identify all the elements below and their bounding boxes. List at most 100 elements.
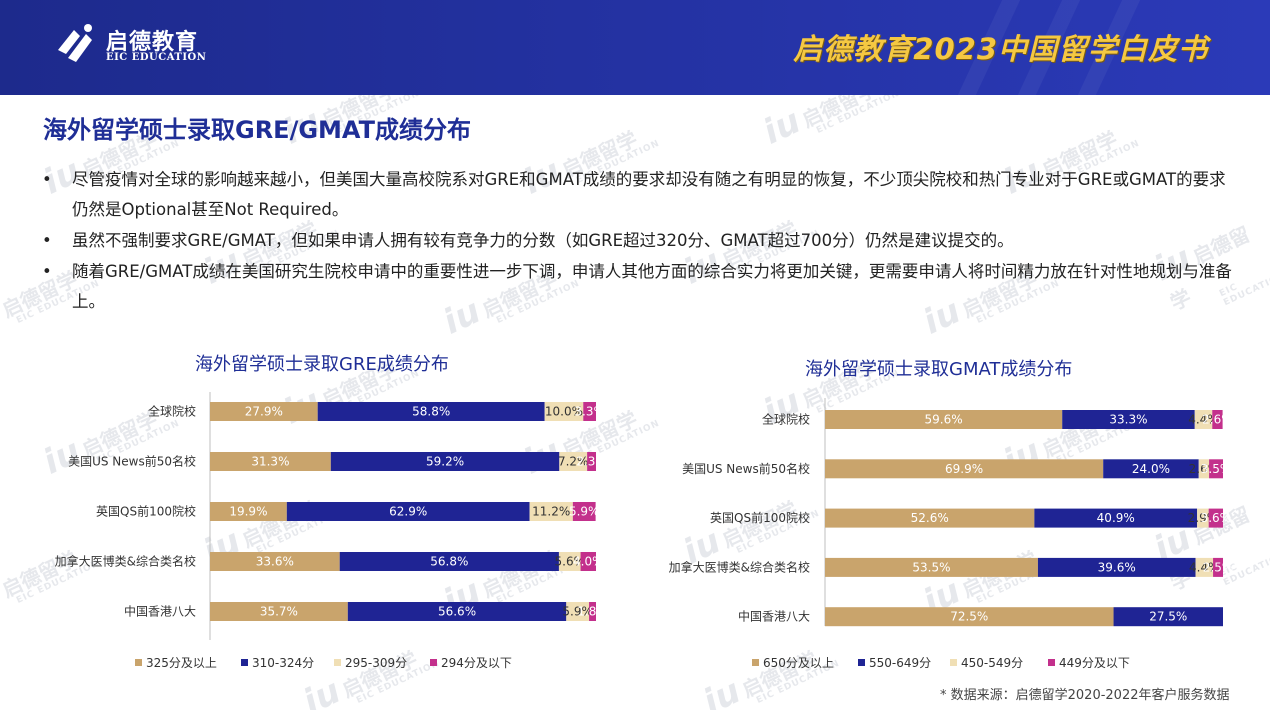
data-label: 2.3%	[576, 455, 607, 469]
bar-segment	[566, 602, 590, 621]
logo-text-cn: 启德教育	[106, 30, 199, 55]
data-label: 3.5%	[1201, 462, 1232, 476]
gre-chart-title: 海外留学硕士录取GRE成绩分布	[195, 354, 449, 375]
data-label: 27.9%	[245, 405, 283, 419]
legend-swatch	[950, 659, 957, 666]
bar-segment	[1195, 557, 1214, 577]
data-label: 5.9%	[569, 505, 600, 519]
data-label: 10.0%	[545, 405, 583, 419]
gmat-chart-title: 海外留学硕士录取GMAT成绩分布	[805, 359, 1073, 380]
bar-segment	[286, 502, 530, 521]
legend-swatch	[752, 659, 759, 666]
bar-segment	[572, 502, 596, 521]
legend-label: 294分及以下	[441, 656, 512, 670]
bar-segment	[347, 602, 567, 621]
bar-segment	[210, 402, 318, 421]
data-label: 7.2%	[558, 455, 589, 469]
bar-segment	[558, 552, 581, 571]
legend-swatch	[430, 659, 437, 666]
bar-segment	[825, 508, 1035, 528]
data-label: 3.3%	[574, 405, 605, 419]
bar-segment	[210, 502, 287, 521]
bar-segment	[1212, 410, 1223, 429]
bullet-item: • 虽然不强制要求GRE/GMAT，但如果申请人拥有较有竞争力的分数（如GRE超…	[40, 226, 1240, 256]
legend-label: 450-549分	[961, 656, 1023, 670]
data-label: 5.9%	[562, 605, 593, 619]
bar-segment	[1062, 410, 1195, 429]
bar-segment	[559, 452, 588, 471]
bar-segment	[339, 552, 559, 571]
bullet-list: • 尽管疫情对全球的影响越来越小，但美国大量高校院系对GRE和GMAT成绩的要求…	[40, 165, 1240, 318]
data-label: 4.4%	[1189, 560, 1220, 574]
eic-logo: 启德教育 EIC EDUCATION	[52, 20, 212, 70]
data-label: 19.9%	[229, 505, 267, 519]
legend-label: 449分及以下	[1059, 656, 1130, 670]
bar-segment	[1194, 410, 1213, 429]
bar-segment	[825, 410, 1063, 429]
category-label: 中国香港八大	[738, 609, 810, 624]
data-label: 1.8%	[577, 605, 608, 619]
category-label: 全球院校	[148, 404, 196, 419]
bar-segment	[587, 452, 596, 471]
bar-segment	[544, 402, 584, 421]
data-label: 33.3%	[1109, 413, 1147, 427]
data-label: 62.9%	[389, 505, 427, 519]
bar-segment	[1113, 607, 1223, 627]
bar-segment	[330, 452, 560, 471]
chart-1: 全球院校 59.6% 33.3% 4.4%2.6%美国US News前50名校 69.9…	[669, 398, 1233, 670]
data-label: 56.8%	[430, 555, 468, 569]
bar-segment	[210, 602, 348, 621]
legend-swatch	[858, 659, 865, 666]
legend-label: 295-309分	[345, 656, 407, 670]
category-label: 英国QS前100院校	[96, 504, 196, 519]
bar-segment	[589, 602, 596, 621]
bar-segment	[1208, 508, 1223, 528]
bar-segment	[1198, 459, 1210, 479]
data-label: 5.6%	[555, 555, 586, 569]
category-label: 全球院校	[762, 412, 810, 427]
data-label: 35.7%	[260, 605, 298, 619]
bar-segment	[825, 557, 1038, 577]
category-label: 加拿大医博类&综合类名校	[55, 554, 196, 569]
bar-segment	[1103, 459, 1199, 479]
data-label: 39.6%	[1098, 560, 1136, 574]
bar-segment	[529, 502, 573, 521]
header-banner: 启德教育 EIC EDUCATION 启德教育2023中国留学白皮书	[0, 0, 1270, 95]
data-label: 4.4%	[1188, 413, 1219, 427]
legend-label: 325分及以上	[146, 656, 217, 670]
data-label: 31.3%	[251, 455, 289, 469]
legend-swatch	[241, 659, 248, 666]
legend-swatch	[1048, 659, 1055, 666]
bar-segment	[1209, 459, 1223, 479]
bar-segment	[1213, 557, 1223, 577]
data-label: 11.2%	[532, 505, 570, 519]
bullet-item: • 尽管疫情对全球的影响越来越小，但美国大量高校院系对GRE和GMAT成绩的要求…	[40, 165, 1240, 225]
data-label: 58.8%	[412, 405, 450, 419]
data-label: 27.5%	[1149, 610, 1187, 624]
legend-label: 550-649分	[869, 656, 931, 670]
data-label: 24.0%	[1132, 462, 1170, 476]
bar-segment	[825, 459, 1104, 479]
bar-segment	[1034, 508, 1198, 528]
data-label: 59.2%	[426, 455, 464, 469]
data-label: 53.5%	[912, 560, 950, 574]
data-label: 52.6%	[911, 511, 949, 525]
data-label: 2.6%	[1202, 413, 1233, 427]
bullet-dot: •	[42, 231, 52, 250]
eic-logo-icon	[58, 24, 92, 62]
report-title: 启德教育2023中国留学白皮书	[793, 32, 1208, 66]
bar-segment	[210, 452, 331, 471]
bar-segment	[580, 552, 596, 571]
bullet-dot: •	[42, 170, 52, 189]
legend-label: 650分及以上	[763, 656, 834, 670]
data-label: 33.6%	[256, 555, 294, 569]
data-label: 56.6%	[438, 605, 476, 619]
chart-0: 全球院校 27.9% 58.8% 10.0%3.3% 美国US News前50名校 31.…	[55, 392, 608, 670]
category-label: 中国香港八大	[124, 604, 196, 619]
data-label: 40.9%	[1097, 511, 1135, 525]
data-label: 59.6%	[925, 413, 963, 427]
bar-segment	[210, 552, 340, 571]
category-label: 加拿大医博类&综合类名校	[669, 559, 810, 574]
bullet-text: 随着GRE/GMAT成绩在美国研究生院校申请中的重要性进一步下调，申请人其他方面…	[72, 262, 1232, 311]
